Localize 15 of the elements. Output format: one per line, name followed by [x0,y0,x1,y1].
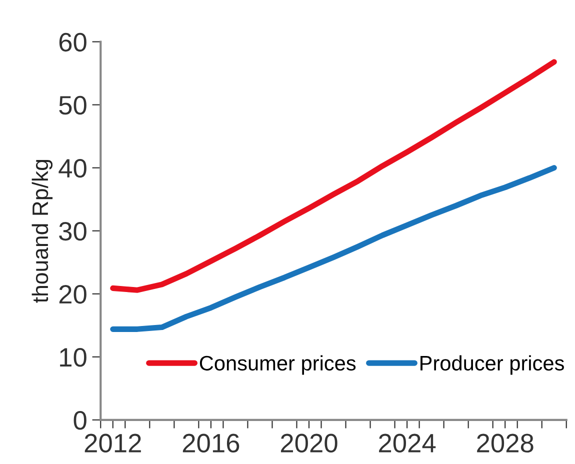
x-tick-label: 2020 [280,434,338,452]
x-tick-label: 2028 [477,434,534,452]
x-tick-label: 2024 [379,434,436,452]
y-tick-label: 40 [58,158,86,178]
x-tick-label: 2016 [182,434,240,452]
legend-label: Consumer prices [200,355,356,375]
y-tick-label: 30 [59,222,86,241]
y-tick-label: 50 [59,96,86,115]
y-tick-label: 60 [59,32,86,52]
y-axis-title: thouand Rp/kg [32,160,53,303]
legend-label: Producer prices [420,355,564,375]
y-tick-label: 10 [60,348,86,367]
y-tick-label: 20 [59,285,86,304]
y-tick-label: 0 [74,411,86,430]
x-tick-label: 2012 [84,434,141,452]
